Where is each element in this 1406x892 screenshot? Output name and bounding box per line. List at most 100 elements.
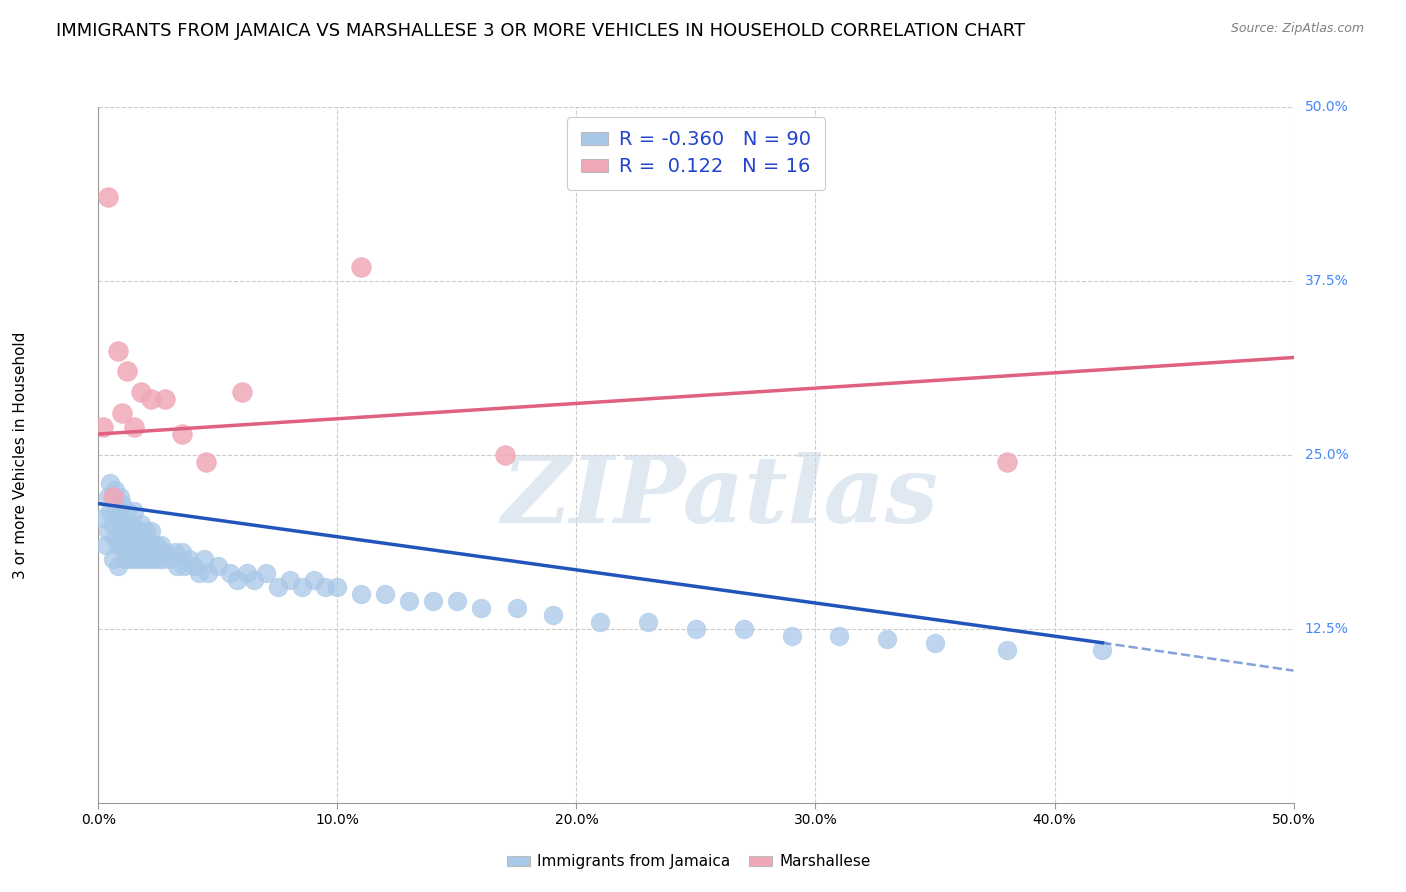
Point bbox=[183, 559, 205, 574]
Point bbox=[315, 580, 337, 594]
Point bbox=[111, 517, 134, 532]
Legend: R = -0.360   N = 90, R =  0.122   N = 16: R = -0.360 N = 90, R = 0.122 N = 16 bbox=[567, 117, 825, 190]
Point bbox=[374, 587, 396, 601]
Point bbox=[876, 632, 898, 646]
Point bbox=[101, 517, 124, 532]
Point bbox=[97, 524, 120, 539]
Point bbox=[104, 497, 127, 511]
Point bbox=[350, 587, 373, 601]
Point bbox=[398, 594, 420, 608]
Point bbox=[139, 538, 162, 552]
Point bbox=[132, 552, 155, 566]
Point bbox=[187, 566, 209, 581]
Point bbox=[118, 552, 141, 566]
Point bbox=[118, 524, 141, 539]
Point bbox=[219, 566, 242, 581]
Point bbox=[97, 490, 120, 504]
Point bbox=[142, 552, 165, 566]
Point bbox=[114, 552, 136, 566]
Point bbox=[173, 559, 195, 574]
Point bbox=[107, 559, 129, 574]
Point bbox=[139, 392, 162, 407]
Point bbox=[163, 545, 186, 559]
Point bbox=[111, 497, 134, 511]
Point bbox=[94, 538, 117, 552]
Text: Source: ZipAtlas.com: Source: ZipAtlas.com bbox=[1230, 22, 1364, 36]
Point bbox=[107, 538, 129, 552]
Point bbox=[446, 594, 468, 608]
Point bbox=[235, 566, 257, 581]
Legend: Immigrants from Jamaica, Marshallese: Immigrants from Jamaica, Marshallese bbox=[501, 848, 877, 875]
Text: IMMIGRANTS FROM JAMAICA VS MARSHALLESE 3 OR MORE VEHICLES IN HOUSEHOLD CORRELATI: IMMIGRANTS FROM JAMAICA VS MARSHALLESE 3… bbox=[56, 22, 1025, 40]
Point bbox=[104, 532, 127, 546]
Point bbox=[226, 573, 249, 587]
Point bbox=[290, 580, 312, 594]
Point bbox=[115, 538, 138, 552]
Text: 3 or more Vehicles in Household: 3 or more Vehicles in Household bbox=[13, 331, 28, 579]
Point bbox=[135, 545, 157, 559]
Point bbox=[114, 524, 136, 539]
Point bbox=[422, 594, 444, 608]
Point bbox=[131, 385, 153, 400]
Point bbox=[179, 552, 201, 566]
Point bbox=[121, 517, 143, 532]
Text: 25.0%: 25.0% bbox=[1305, 448, 1348, 462]
Point bbox=[138, 552, 160, 566]
Point bbox=[98, 503, 122, 517]
Point bbox=[155, 545, 177, 559]
Point bbox=[107, 343, 129, 358]
Point bbox=[124, 552, 146, 566]
Point bbox=[111, 538, 134, 552]
Point bbox=[159, 552, 181, 566]
Point bbox=[98, 475, 122, 490]
Point bbox=[104, 483, 127, 497]
Point bbox=[155, 392, 177, 407]
Point bbox=[125, 524, 148, 539]
Point bbox=[124, 503, 146, 517]
Text: 37.5%: 37.5% bbox=[1305, 274, 1348, 288]
Point bbox=[131, 538, 153, 552]
Point bbox=[326, 580, 349, 594]
Point bbox=[506, 601, 529, 615]
Point bbox=[302, 573, 325, 587]
Point bbox=[97, 190, 120, 204]
Point bbox=[148, 552, 170, 566]
Point bbox=[828, 629, 851, 643]
Text: 12.5%: 12.5% bbox=[1305, 622, 1348, 636]
Point bbox=[152, 552, 174, 566]
Point bbox=[125, 545, 148, 559]
Point bbox=[1091, 642, 1114, 657]
Point bbox=[733, 622, 755, 636]
Point bbox=[995, 455, 1018, 469]
Text: ZIPatlas: ZIPatlas bbox=[502, 451, 938, 541]
Point bbox=[128, 552, 150, 566]
Point bbox=[139, 524, 162, 539]
Point bbox=[135, 524, 157, 539]
Point bbox=[91, 510, 114, 524]
Point bbox=[108, 490, 131, 504]
Point bbox=[107, 510, 129, 524]
Point bbox=[91, 420, 114, 434]
Point bbox=[101, 552, 124, 566]
Point bbox=[207, 559, 229, 574]
Point bbox=[194, 455, 217, 469]
Point bbox=[172, 545, 194, 559]
Point bbox=[131, 517, 153, 532]
Point bbox=[115, 517, 138, 532]
Point bbox=[149, 538, 172, 552]
Point bbox=[121, 538, 143, 552]
Point bbox=[350, 260, 373, 274]
Point bbox=[111, 406, 134, 420]
Point bbox=[172, 427, 194, 442]
Point bbox=[197, 566, 219, 581]
Point bbox=[124, 420, 146, 434]
Point bbox=[541, 607, 564, 622]
Point bbox=[166, 559, 188, 574]
Point bbox=[254, 566, 277, 581]
Point bbox=[267, 580, 290, 594]
Point bbox=[780, 629, 803, 643]
Point bbox=[115, 503, 138, 517]
Point bbox=[101, 490, 124, 504]
Point bbox=[470, 601, 492, 615]
Point bbox=[995, 642, 1018, 657]
